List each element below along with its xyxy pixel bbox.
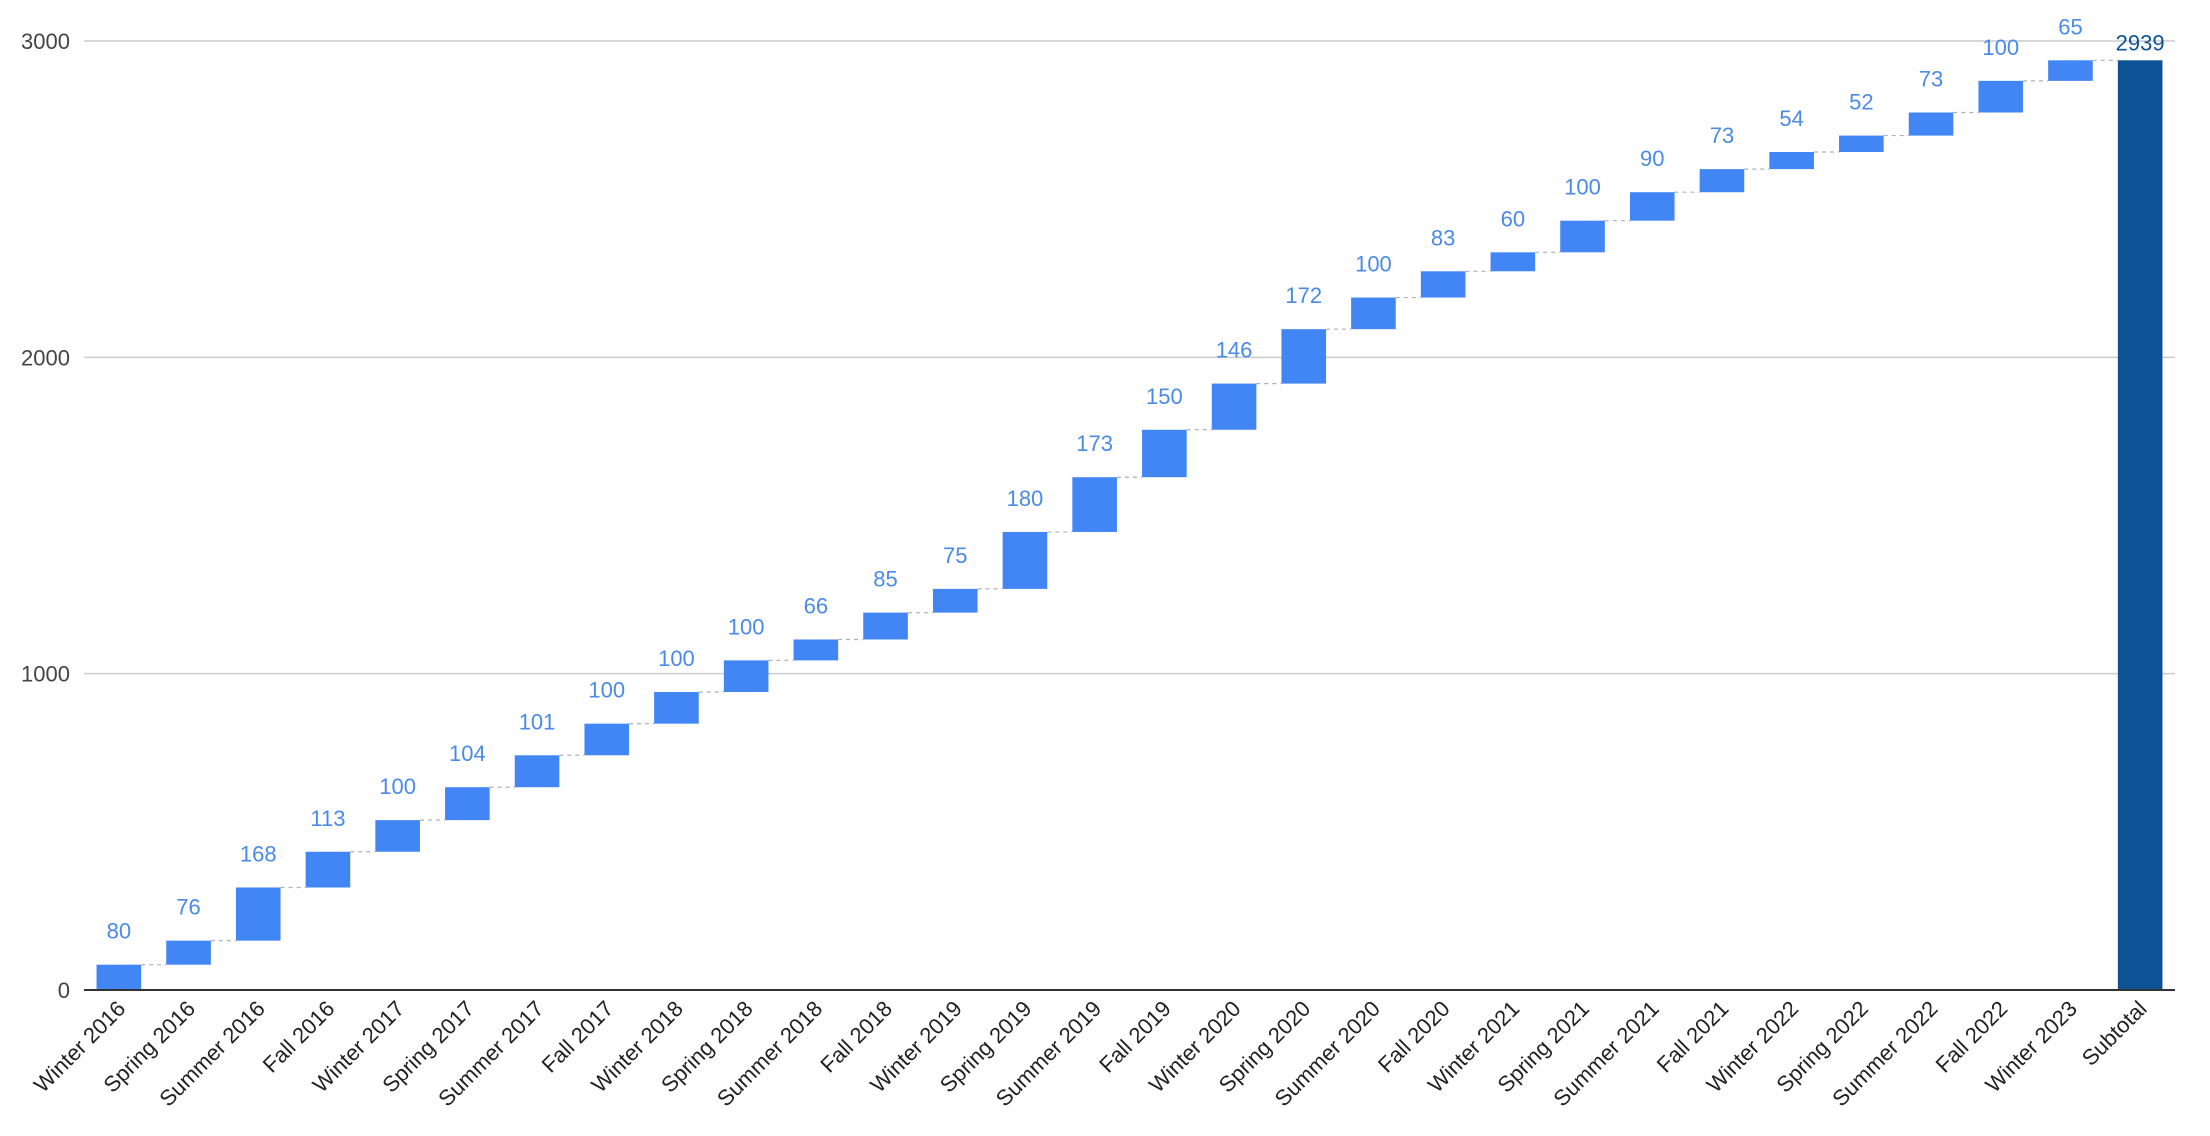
bar [1839,135,1884,153]
bar [1211,383,1257,430]
bar [793,639,839,661]
bar [1560,220,1605,253]
data-label: 100 [658,646,695,671]
bar [1142,429,1187,478]
bar [654,692,699,724]
bar [1420,271,1466,298]
data-label: 150 [1146,384,1183,409]
bar [1281,329,1327,384]
bar [1629,192,1675,221]
data-label: 168 [240,842,277,867]
data-label: 100 [728,614,765,639]
x-tick-label: Subtotal [2077,996,2152,1071]
data-label: 180 [1007,486,1044,511]
bar [723,660,769,693]
data-label: 60 [1501,206,1525,231]
bar [1351,297,1396,330]
data-label: 66 [804,594,828,619]
bar [932,588,978,613]
bar [96,964,142,990]
bar [445,787,490,821]
bar [1978,80,2024,113]
data-label: 73 [1919,66,1943,91]
data-label: 100 [1564,175,1601,200]
data-label: 101 [519,709,556,734]
bar [375,820,420,852]
subtotal-bar [2117,60,2163,991]
data-label: 65 [2058,14,2082,39]
bar [166,940,211,965]
data-label: 100 [588,678,625,703]
bar [1072,477,1117,532]
data-label: 100 [379,774,416,799]
data-labels: 80 76 168 113 100 104 101 100 100 100 66 85 75 180 173… [107,14,2165,943]
data-label: 76 [176,895,200,920]
data-label: 100 [1982,35,2019,60]
connector-lines [141,59,2118,966]
bar [305,851,351,888]
data-label: 54 [1779,106,1803,131]
bars [96,60,2163,991]
data-label: 52 [1849,90,1873,115]
bar [584,723,630,756]
data-label: 90 [1640,146,1664,171]
y-tick-label: 0 [58,978,70,1003]
y-tick-label: 2000 [21,345,70,370]
bar [1490,252,1536,272]
y-tick-label: 1000 [21,662,70,687]
bar [1769,152,1814,170]
data-label: 104 [449,741,486,766]
gridlines [84,40,2175,675]
bar [1002,531,1048,589]
bar [1908,112,1954,136]
subtotal-label: 2939 [2116,30,2165,55]
data-label: 146 [1216,338,1253,363]
bar [235,887,281,941]
y-tick-label: 3000 [21,29,70,54]
y-axis-ticks: 0 1000 2000 3000 [21,29,70,1003]
data-label: 75 [943,543,967,568]
bar [2048,60,2093,81]
data-label: 83 [1431,225,1455,250]
data-label: 100 [1355,252,1392,277]
data-label: 113 [310,806,345,831]
bar [1699,169,1745,193]
data-label: 173 [1076,431,1113,456]
data-label: 172 [1285,283,1322,308]
bar [514,755,560,788]
data-label: 80 [107,919,131,944]
data-label: 85 [873,567,897,592]
bar [863,612,908,640]
data-label: 73 [1710,123,1734,148]
